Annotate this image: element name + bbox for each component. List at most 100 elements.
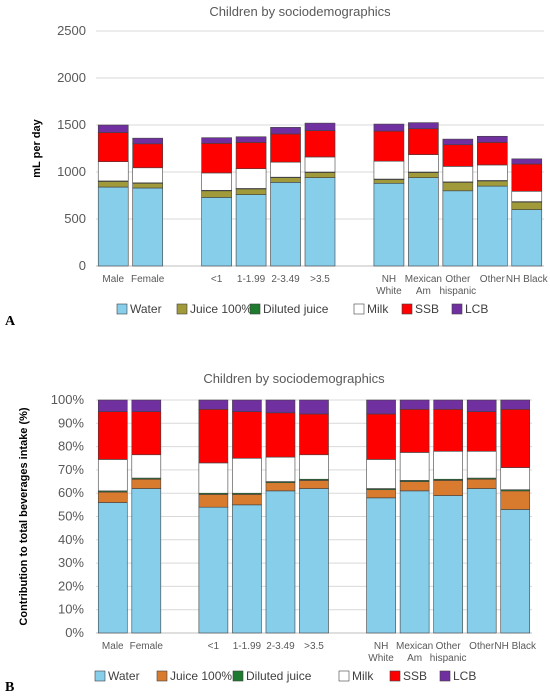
legend-swatch (389, 670, 401, 682)
y-axis-label: Contribution to total beverages intake (… (18, 407, 30, 626)
bar-segment-ssb (408, 128, 439, 155)
bar-segment-water (201, 197, 232, 267)
legend-swatch (451, 303, 463, 315)
x-tick-label: Other (445, 274, 471, 285)
bar-segment-water (466, 488, 497, 634)
bar-segment-milk (270, 161, 301, 178)
bar-segment-ssb (299, 413, 329, 456)
bar-segment-ssb (132, 143, 163, 169)
x-tick-label: hispanic (439, 286, 476, 297)
legend-label: Milk (367, 302, 389, 316)
bar-segment-water (399, 490, 430, 634)
bar-segment-milk (235, 168, 267, 189)
panel-label: A (5, 314, 16, 329)
y-tick-label: 100% (51, 392, 85, 407)
y-tick-label: 80% (58, 439, 84, 454)
legend-swatch (176, 303, 188, 315)
bar-segment-lcb (201, 137, 232, 144)
y-tick-label: 50% (58, 509, 84, 524)
bar-segment-lcb (466, 399, 497, 412)
x-tick-label: NH (374, 641, 388, 652)
bar-segment-juice-100- (198, 494, 229, 508)
x-tick-label: Other (436, 641, 462, 652)
bar-segment-lcb (304, 122, 336, 131)
x-tick-label: Am (407, 653, 422, 664)
bar-segment-juice-100- (304, 172, 336, 178)
bar-segment-water (265, 490, 296, 634)
bar-segment-juice-100- (500, 490, 531, 510)
bar-segment-ssb (265, 412, 296, 458)
legend-swatch (353, 303, 365, 315)
bar-segment-lcb (477, 135, 508, 143)
bar-segment-milk (97, 459, 128, 492)
x-tick-label: Mexican (396, 641, 433, 652)
y-tick-label: 2500 (57, 23, 86, 38)
bar-segment-lcb (97, 124, 129, 133)
x-tick-label: 2-3.49 (271, 274, 300, 285)
bar-segment-milk (132, 167, 163, 184)
y-tick-label: 10% (58, 602, 84, 617)
bar-segment-ssb (399, 409, 430, 453)
legend-label: SSB (415, 302, 439, 316)
legend-label: Juice 100% (170, 669, 232, 683)
bar-segment-water (132, 187, 163, 267)
bar-segment-juice-100- (97, 181, 129, 188)
bar-segment-water (270, 182, 301, 267)
bar-segment-juice-100- (201, 190, 232, 198)
legend-label: LCB (465, 302, 488, 316)
bar-segment-ssb (97, 411, 128, 460)
bar-segment-lcb (373, 123, 405, 132)
bar-segment-lcb (511, 158, 543, 165)
legend-label: Juice 100% (190, 302, 252, 316)
bar-segment-juice-100- (477, 180, 508, 187)
bar-segment-water (235, 194, 267, 267)
bar-segment-ssb (511, 163, 543, 192)
y-tick-label: 500 (64, 211, 86, 226)
bar-segment-juice-100- (131, 478, 162, 489)
y-tick-label: 1500 (57, 117, 86, 132)
legend-label: Water (130, 302, 162, 316)
bar-segment-lcb (399, 399, 430, 410)
bar-segment-water (131, 488, 162, 634)
bar-segment-juice-100- (442, 182, 474, 192)
x-tick-label: Other (469, 641, 495, 652)
bar-segment-milk (442, 166, 474, 183)
bar-segment-milk (366, 459, 396, 489)
bar-segment-lcb (265, 399, 296, 414)
x-tick-label: White (376, 286, 402, 297)
bar-segment-ssb (270, 133, 301, 163)
legend-swatch (338, 670, 350, 682)
bar-segment-lcb (132, 137, 163, 145)
bar-segment-milk (131, 454, 162, 479)
bar-segment-juice-100- (366, 489, 396, 499)
bar-segment-juice-100- (132, 182, 163, 189)
bar-segment-milk (373, 160, 405, 180)
legend-swatch (439, 670, 451, 682)
y-tick-label: 0 (79, 258, 86, 273)
x-tick-label: NH Black (506, 274, 549, 285)
legend-swatch (401, 303, 413, 315)
bar-segment-juice-100- (235, 188, 267, 195)
bar-segment-ssb (235, 142, 267, 170)
chart-title: Children by sociodemographics (203, 371, 385, 386)
x-tick-label: Other (480, 274, 506, 285)
bar-segment-ssb (201, 143, 232, 174)
bar-segment-water (97, 502, 128, 634)
bar-segment-water (511, 209, 543, 267)
bar-segment-water (304, 177, 336, 267)
bar-segment-milk (299, 454, 329, 480)
x-tick-label: NH (382, 274, 396, 285)
bar-segment-juice-100- (299, 480, 329, 489)
legend-swatch (249, 303, 261, 315)
y-tick-label: 1000 (57, 164, 86, 179)
x-tick-label: <1 (208, 641, 220, 652)
x-tick-label: Female (130, 641, 164, 652)
bar-segment-lcb (408, 122, 439, 130)
bar-segment-milk (511, 190, 543, 202)
legend-label: LCB (453, 669, 476, 683)
bar-segment-juice-100- (270, 177, 301, 183)
y-tick-label: 60% (58, 485, 84, 500)
bar-segment-lcb (270, 127, 301, 135)
x-tick-label: Mexican (405, 274, 442, 285)
